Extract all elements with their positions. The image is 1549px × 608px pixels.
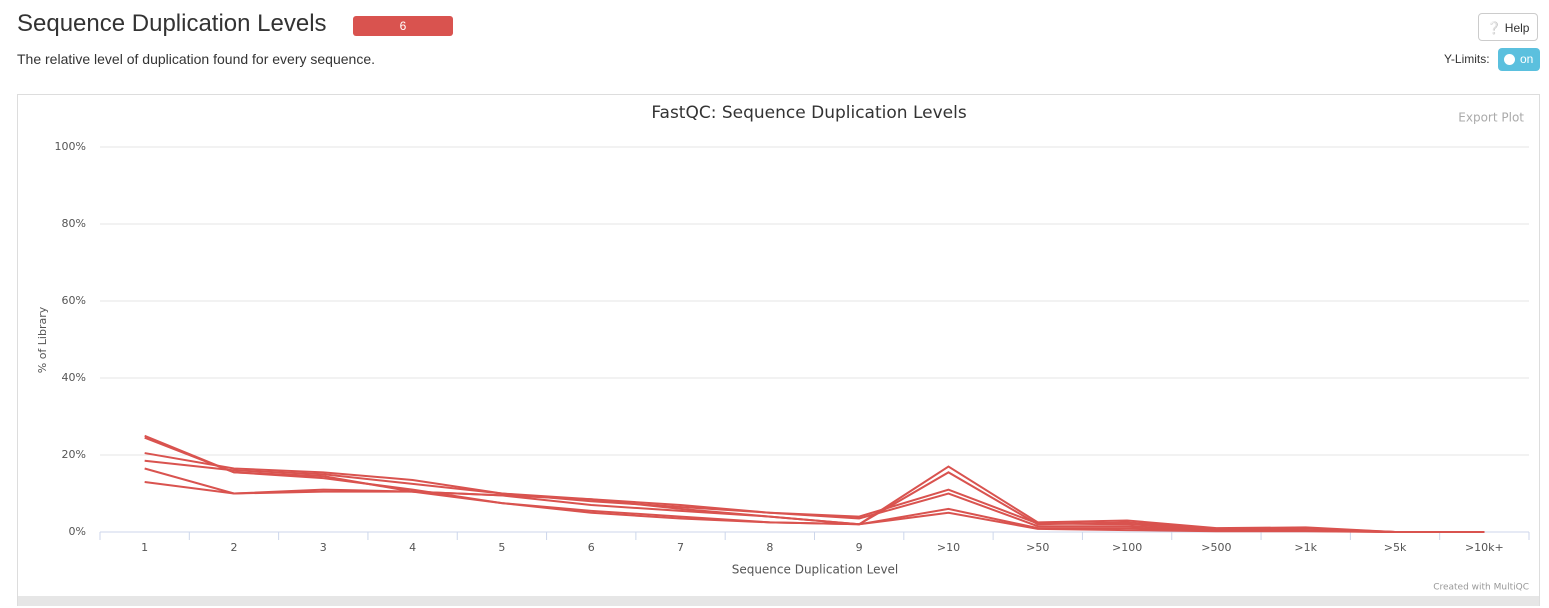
y-tick-label: 80% [62, 217, 86, 230]
y-tick-label: 0% [69, 525, 86, 538]
series-line [144, 480, 1485, 533]
x-axis-label: Sequence Duplication Level [732, 563, 899, 577]
help-label: Help [1504, 21, 1530, 35]
x-tick-label: 2 [230, 541, 237, 554]
x-tick-label: >100 [1112, 541, 1142, 554]
y-tick-label: 20% [62, 448, 86, 461]
ylimits-label: Y-Limits: [1444, 52, 1490, 66]
y-tick-label: 40% [62, 371, 86, 384]
series-line [144, 434, 1485, 533]
x-tick-label: 5 [498, 541, 505, 554]
x-tick-label: >500 [1201, 541, 1231, 554]
x-tick-label: >50 [1026, 541, 1049, 554]
x-tick-label: 3 [320, 541, 327, 554]
y-tick-label: 60% [62, 294, 86, 307]
x-tick-label: 8 [766, 541, 773, 554]
x-tick-label: >10 [937, 541, 960, 554]
section-title: Sequence Duplication Levels [17, 10, 327, 37]
x-tick-label: 4 [409, 541, 416, 554]
x-tick-label: >5k [1384, 541, 1407, 554]
help-button[interactable]: ❔ Help [1478, 13, 1538, 41]
credit: Created with MultiQC [1433, 583, 1529, 593]
x-tick-label: 9 [856, 541, 863, 554]
y-tick-label: 100% [55, 140, 86, 153]
resize-handle[interactable] [18, 596, 1539, 606]
x-tick-label: >1k [1294, 541, 1317, 554]
x-tick-label: >10k+ [1465, 541, 1504, 554]
description: The relative level of duplication found … [17, 51, 375, 67]
toggle-label: on [1520, 52, 1534, 66]
x-tick-label: 6 [588, 541, 595, 554]
x-tick-label: 1 [141, 541, 148, 554]
x-tick-label: 7 [677, 541, 684, 554]
y-axis-label: % of Library [36, 306, 49, 373]
series-line [144, 436, 1485, 533]
ylimits-toggle[interactable]: on [1498, 48, 1540, 71]
badge: 6 [353, 16, 453, 36]
export-button[interactable]: Export Plot [1458, 111, 1524, 125]
chart-title: FastQC: Sequence Duplication Levels [651, 103, 967, 123]
